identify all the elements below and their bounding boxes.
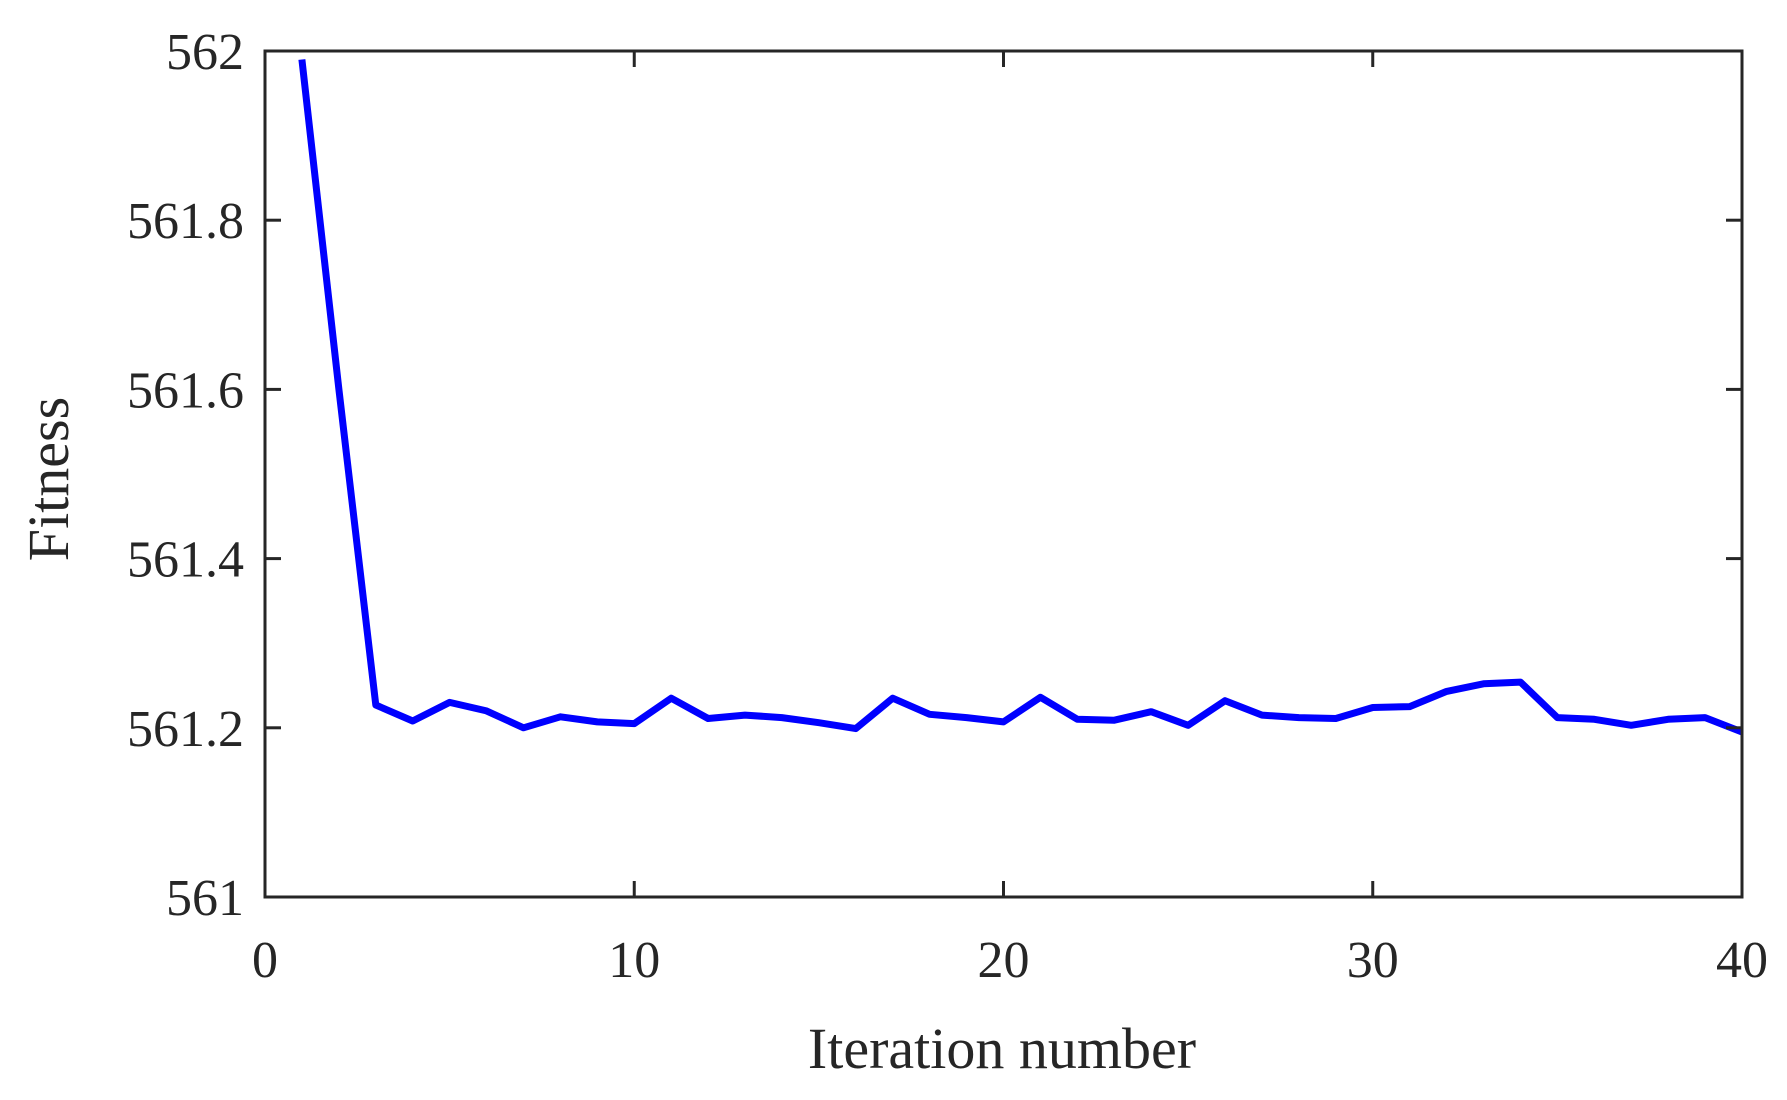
y-tick-label: 562 (166, 24, 244, 81)
series-line-0 (298, 59, 1742, 736)
y-tick-label: 561.2 (127, 701, 244, 758)
x-tick-label: 40 (1716, 932, 1768, 989)
x-axis: 0 10 20 30 40 (252, 51, 1768, 989)
x-tick-label: 20 (978, 932, 1030, 989)
x-tick-label: 30 (1347, 932, 1399, 989)
y-tick-label: 561.4 (127, 532, 244, 589)
y-axis: 561 561.2 561.4 561.6 561.8 562 (127, 24, 1742, 927)
x-axis-title: Iteration number (808, 1016, 1196, 1081)
x-tick-label: 10 (608, 932, 660, 989)
y-axis-title: Fitness (16, 397, 81, 561)
y-tick-label: 561.8 (127, 193, 244, 250)
x-tick-label: 0 (252, 932, 278, 989)
y-tick-label: 561.6 (127, 362, 244, 419)
y-tick-label: 561 (166, 870, 244, 927)
